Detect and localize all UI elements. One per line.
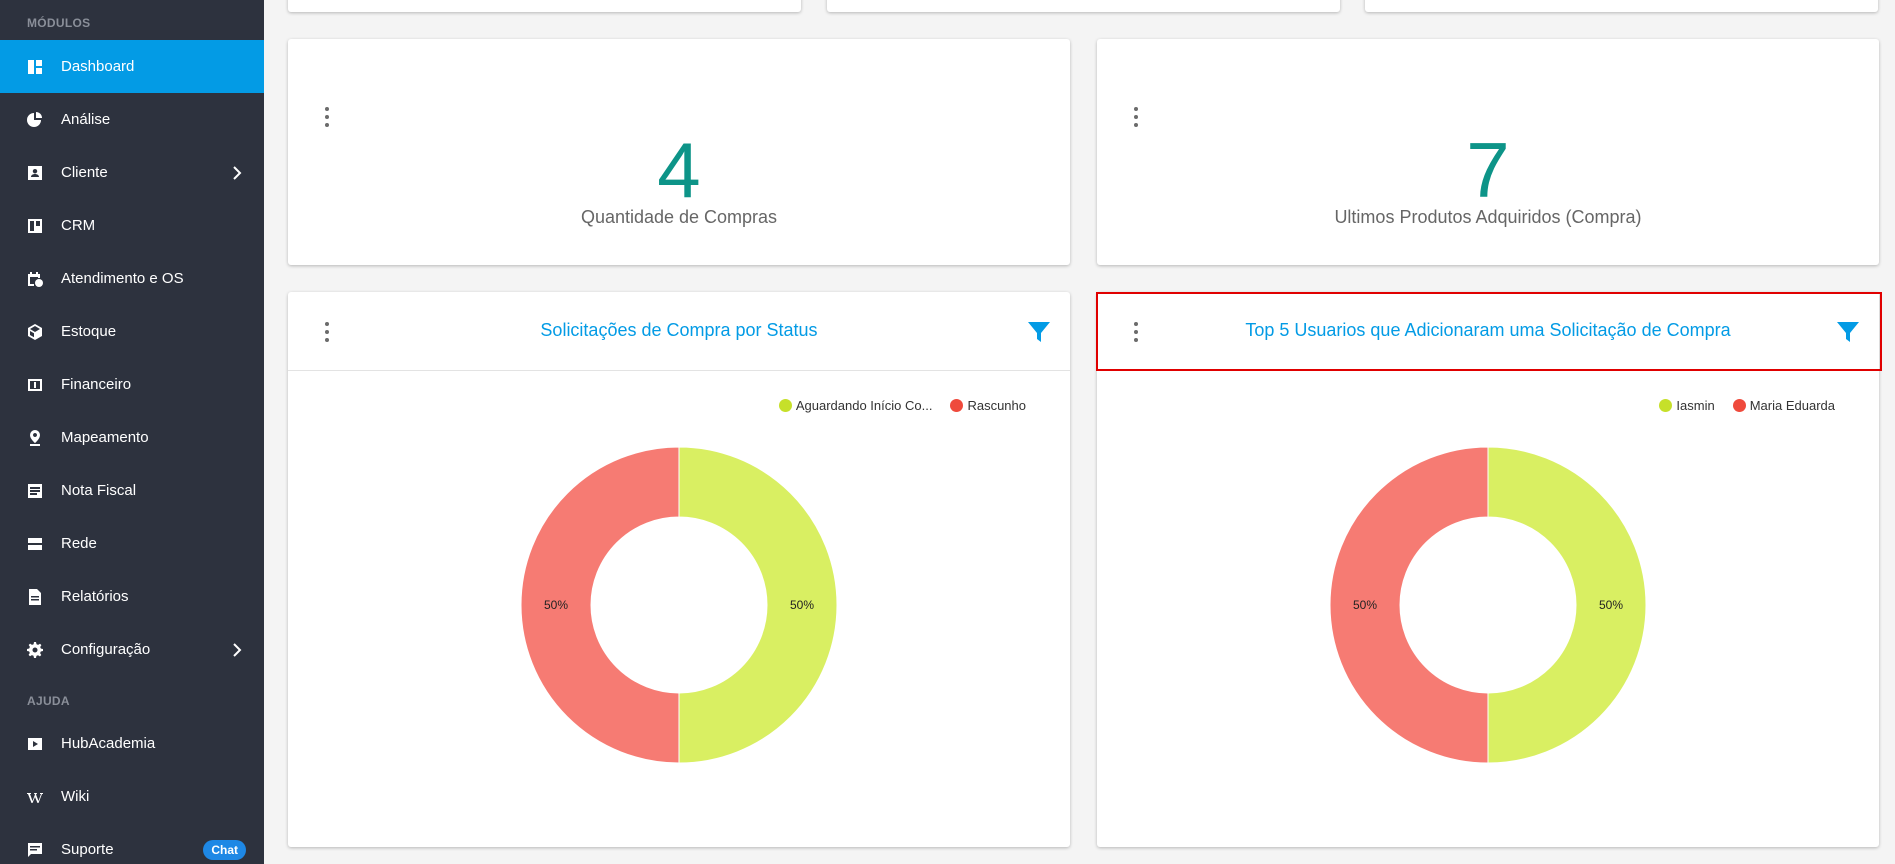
sidebar-item-nota-fiscal[interactable]: Nota Fiscal: [0, 464, 264, 517]
chart-legend: Aguardando Início Co... Rascunho: [761, 398, 1026, 413]
sidebar-item-label: Relatórios: [61, 588, 129, 605]
more-options-icon[interactable]: [324, 322, 330, 342]
chart-title: Top 5 Usuarios que Adicionaram uma Solic…: [1245, 320, 1731, 340]
donut-chart: 50% 50%: [520, 446, 838, 764]
sidebar-item-wiki[interactable]: Wiki: [0, 770, 264, 823]
sidebar-item-hubacademia[interactable]: HubAcademia: [0, 717, 264, 770]
partial-card: [1365, 0, 1878, 12]
stat-value: 4: [657, 126, 701, 214]
donut-slice[interactable]: [1329, 446, 1489, 764]
sidebar-item-label: Configuração: [61, 641, 151, 658]
sidebar-item-analise[interactable]: Análise: [0, 93, 264, 146]
sidebar-item-label: Análise: [61, 111, 111, 128]
partial-card: [827, 0, 1340, 12]
calendar-clock-icon: [27, 271, 43, 287]
wikipedia-icon: [27, 789, 43, 805]
chart-header: Top 5 Usuarios que Adicionaram uma Solic…: [1097, 292, 1879, 371]
chat-badge[interactable]: Chat: [203, 839, 246, 860]
stat-label: Ultimos Produtos Adquiridos (Compra): [1334, 207, 1642, 227]
video-play-icon: [27, 736, 43, 752]
chat-icon: [27, 842, 43, 858]
sidebar-item-label: CRM: [61, 217, 96, 234]
slice-data-label: 50%: [790, 598, 814, 612]
legend-item[interactable]: Iasmin: [1659, 398, 1715, 413]
dashboard-icon: [27, 59, 43, 75]
sidebar-item-label: Financeiro: [61, 376, 132, 393]
legend-dot: [1732, 399, 1746, 412]
box-icon: [27, 323, 43, 340]
sidebar-item-suporte[interactable]: Suporte Chat: [0, 823, 264, 864]
donut-chart: 50% 50%: [1329, 446, 1647, 764]
sidebar-item-label: Dashboard: [61, 58, 135, 75]
sidebar-item-atendimento[interactable]: Atendimento e OS: [0, 252, 264, 305]
filter-icon[interactable]: [1836, 320, 1860, 344]
report-icon: [27, 588, 43, 605]
sidebar-item-mapeamento[interactable]: Mapeamento: [0, 411, 264, 464]
sidebar-item-label: Wiki: [61, 788, 90, 805]
section-label-help: AJUDA: [27, 694, 70, 708]
stat-label: Quantidade de Compras: [580, 207, 778, 227]
kanban-icon: [27, 218, 43, 234]
contact-card-icon: [27, 165, 43, 181]
stat-card-compras: 4 Quantidade de Compras: [288, 39, 1070, 265]
filter-icon[interactable]: [1027, 320, 1051, 344]
document-list-icon: [27, 483, 43, 499]
sidebar-item-crm[interactable]: CRM: [0, 199, 264, 252]
sidebar: MÓDULOS Dashboard Análise Cliente CRM At…: [0, 0, 264, 864]
chart-card-top-usuarios: Top 5 Usuarios que Adicionaram uma Solic…: [1097, 292, 1879, 847]
chart-title: Solicitações de Compra por Status: [540, 320, 818, 340]
sidebar-item-label: Mapeamento: [61, 429, 149, 446]
legend-label: Maria Eduarda: [1749, 398, 1835, 413]
legend-dot: [950, 399, 964, 412]
partial-card: [288, 0, 801, 12]
chevron-right-icon: [232, 165, 242, 180]
legend-label: Rascunho: [967, 398, 1026, 413]
sidebar-item-dashboard[interactable]: Dashboard: [0, 40, 264, 93]
legend-label: Iasmin: [1676, 398, 1715, 413]
chart-legend: Iasmin Maria Eduarda: [1641, 398, 1835, 413]
sidebar-item-configuracao[interactable]: Configuração: [0, 623, 264, 676]
sidebar-item-rede[interactable]: Rede: [0, 517, 264, 570]
gear-icon: [27, 641, 43, 658]
sidebar-item-label: Estoque: [61, 323, 117, 340]
legend-item[interactable]: Rascunho: [950, 398, 1026, 413]
legend-item[interactable]: Aguardando Início Co...: [778, 398, 933, 413]
slice-data-label: 50%: [544, 598, 568, 612]
chart-header: Solicitações de Compra por Status: [288, 292, 1070, 371]
donut-slice[interactable]: [1487, 446, 1647, 764]
sidebar-item-financeiro[interactable]: Financeiro: [0, 358, 264, 411]
legend-dot: [1659, 399, 1673, 412]
sidebar-item-relatorios[interactable]: Relatórios: [0, 570, 264, 623]
sidebar-item-estoque[interactable]: Estoque: [0, 305, 264, 358]
stat-value: 7: [1466, 126, 1510, 214]
sidebar-item-label: Cliente: [61, 164, 108, 181]
map-pin-icon: [27, 429, 43, 446]
server-icon: [27, 536, 43, 552]
donut-slice[interactable]: [678, 446, 838, 764]
sidebar-item-cliente[interactable]: Cliente: [0, 146, 264, 199]
section-label-modules: MÓDULOS: [27, 16, 91, 30]
pie-chart-icon: [27, 111, 43, 128]
sidebar-item-label: Atendimento e OS: [61, 270, 184, 287]
sidebar-item-label: Nota Fiscal: [61, 482, 137, 499]
dollar-bill-icon: [27, 377, 43, 393]
chart-card-status: Solicitações de Compra por Status Aguard…: [288, 292, 1070, 847]
more-options-icon[interactable]: [1133, 107, 1139, 127]
slice-data-label: 50%: [1599, 598, 1623, 612]
more-options-icon[interactable]: [324, 107, 330, 127]
chevron-right-icon: [232, 642, 242, 657]
sidebar-item-label: Rede: [61, 535, 97, 552]
stat-card-produtos: 7 Ultimos Produtos Adquiridos (Compra): [1097, 39, 1879, 265]
donut-slice[interactable]: [520, 446, 680, 764]
legend-label: Aguardando Início Co...: [795, 398, 933, 413]
legend-item[interactable]: Maria Eduarda: [1732, 398, 1835, 413]
sidebar-item-label: HubAcademia: [61, 735, 156, 752]
slice-data-label: 50%: [1353, 598, 1377, 612]
legend-dot: [778, 399, 792, 412]
sidebar-item-label: Suporte: [61, 841, 114, 858]
more-options-icon[interactable]: [1133, 322, 1139, 342]
